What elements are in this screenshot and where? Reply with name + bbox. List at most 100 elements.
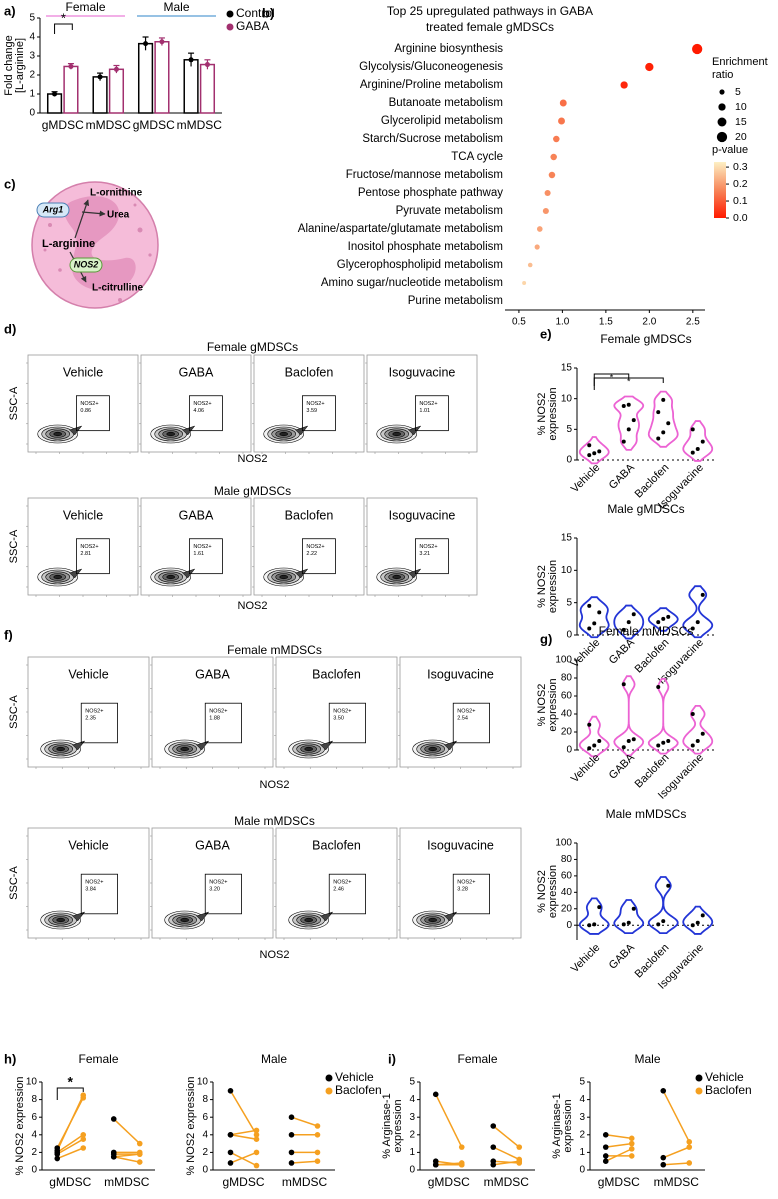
violin <box>578 715 610 758</box>
y-tick-label: 10 <box>561 393 573 404</box>
gate-label: NOS2+ <box>419 544 437 550</box>
pathway-dot <box>527 262 533 268</box>
gate-value: 3.20 <box>209 887 220 893</box>
gate-label: NOS2+ <box>193 544 211 550</box>
data-point <box>631 906 636 911</box>
size-legend-label: 5 <box>735 86 741 98</box>
bar <box>46 93 63 114</box>
pair-line <box>662 1146 690 1159</box>
condition-label: Vehicle <box>63 365 103 379</box>
data-point <box>516 1144 523 1150</box>
gate-value: 3.21 <box>419 551 430 557</box>
data-point <box>661 397 666 402</box>
data-point <box>80 1136 87 1142</box>
flow-gate <box>414 538 449 575</box>
data-point <box>621 627 626 632</box>
gate-value: 1.88 <box>209 716 220 722</box>
data-point <box>54 1145 61 1151</box>
flow-x-label: NOS2 <box>238 600 268 612</box>
chart-title: Top 25 upregulated pathways in GABA <box>387 4 593 18</box>
colorbar-label: 0.1 <box>733 195 748 207</box>
y-tick-label: 20 <box>561 727 573 738</box>
data-point <box>628 1146 635 1152</box>
condition-label: Baclofen <box>285 508 334 522</box>
x-tick-label: gMDSC <box>428 1175 470 1189</box>
data-point <box>631 612 636 617</box>
bar-top-dot <box>113 66 119 72</box>
x-tick-label: mMDSC <box>484 1175 530 1189</box>
data-point <box>587 626 592 631</box>
violin <box>613 395 645 451</box>
data-point <box>587 443 592 448</box>
flow-y-label: SSC-A <box>8 695 20 729</box>
y-tick-label: 20 <box>561 903 573 914</box>
pair-line <box>230 1151 257 1164</box>
data-point <box>136 1140 143 1147</box>
gate-label: NOS2+ <box>209 709 227 715</box>
data-point <box>587 923 592 928</box>
violin <box>682 705 714 755</box>
data-point <box>661 616 666 621</box>
gate-label: NOS2+ <box>457 880 475 886</box>
legend-label: Vehicle <box>335 1070 374 1084</box>
gate-value: 4.06 <box>193 408 204 414</box>
y-tick-label: 3 <box>579 1112 585 1123</box>
y-tick-label: 100 <box>555 655 572 666</box>
data-point <box>695 446 700 451</box>
data-point <box>80 1145 87 1151</box>
x-tick-label: gMDSC <box>222 1175 264 1189</box>
y-axis-label: % Arginase-1 <box>381 1093 393 1158</box>
size-legend-label: 15 <box>735 116 747 128</box>
diagram: L-ornithine Urea L-citrulline L-arginine… <box>31 181 159 309</box>
data-point <box>314 1132 321 1138</box>
flow-contour <box>279 574 289 580</box>
gate-value: 2.54 <box>457 716 468 722</box>
y-axis-label: expression <box>392 1099 404 1152</box>
condition-label: Baclofen <box>312 667 361 681</box>
chart-title: Male mMDSCs <box>606 807 687 821</box>
data-point <box>587 453 592 458</box>
substrate-label: L-arginine <box>42 238 95 250</box>
bar <box>199 63 216 114</box>
gate-value: 1.01 <box>419 408 430 414</box>
bar <box>137 42 154 114</box>
size-legend-dot <box>717 117 727 127</box>
gate-value: 0.86 <box>80 408 91 414</box>
gate-label: NOS2+ <box>85 880 103 886</box>
y-tick-label: 80 <box>561 854 573 865</box>
pathway-dot <box>559 99 567 107</box>
y-tick-label: 40 <box>561 709 573 720</box>
pathway-dot <box>542 207 549 215</box>
data-point <box>597 610 602 615</box>
condition-label: Isoguvacine <box>389 508 456 522</box>
gate-value: 2.22 <box>306 551 317 557</box>
data-point <box>626 920 631 925</box>
data-point <box>227 1088 234 1094</box>
data-point <box>660 1161 667 1168</box>
pair-line <box>56 1097 84 1149</box>
panel-label: h) <box>4 1051 16 1066</box>
x-tick-label: mMDSC <box>177 118 223 132</box>
pair-line <box>493 1160 520 1166</box>
chart-title: Male <box>634 1052 660 1066</box>
data-point <box>602 1153 609 1159</box>
data-point <box>227 1160 234 1166</box>
y-tick-label: 4 <box>409 1094 415 1105</box>
gate-value: 3.84 <box>85 887 96 893</box>
bar-top-dot <box>159 39 165 45</box>
panel-label: d) <box>4 321 16 336</box>
y-tick-label: 2 <box>202 1147 208 1158</box>
y-tick-label: 6 <box>31 1112 37 1123</box>
flow-gate <box>204 873 242 915</box>
gate-label: NOS2+ <box>419 401 437 407</box>
panel-label: g) <box>540 631 552 646</box>
data-point <box>700 731 705 736</box>
data-point <box>288 1149 295 1156</box>
flow-gate <box>452 873 490 915</box>
data-point <box>660 1154 667 1161</box>
condition-label: Isoguvacine <box>427 667 494 681</box>
y-tick-label: 2 <box>409 1129 415 1140</box>
y-axis-label: % NOS2 expression <box>14 1076 26 1175</box>
data-point <box>490 1123 497 1129</box>
x-tick-label: Vehicle <box>569 637 603 671</box>
